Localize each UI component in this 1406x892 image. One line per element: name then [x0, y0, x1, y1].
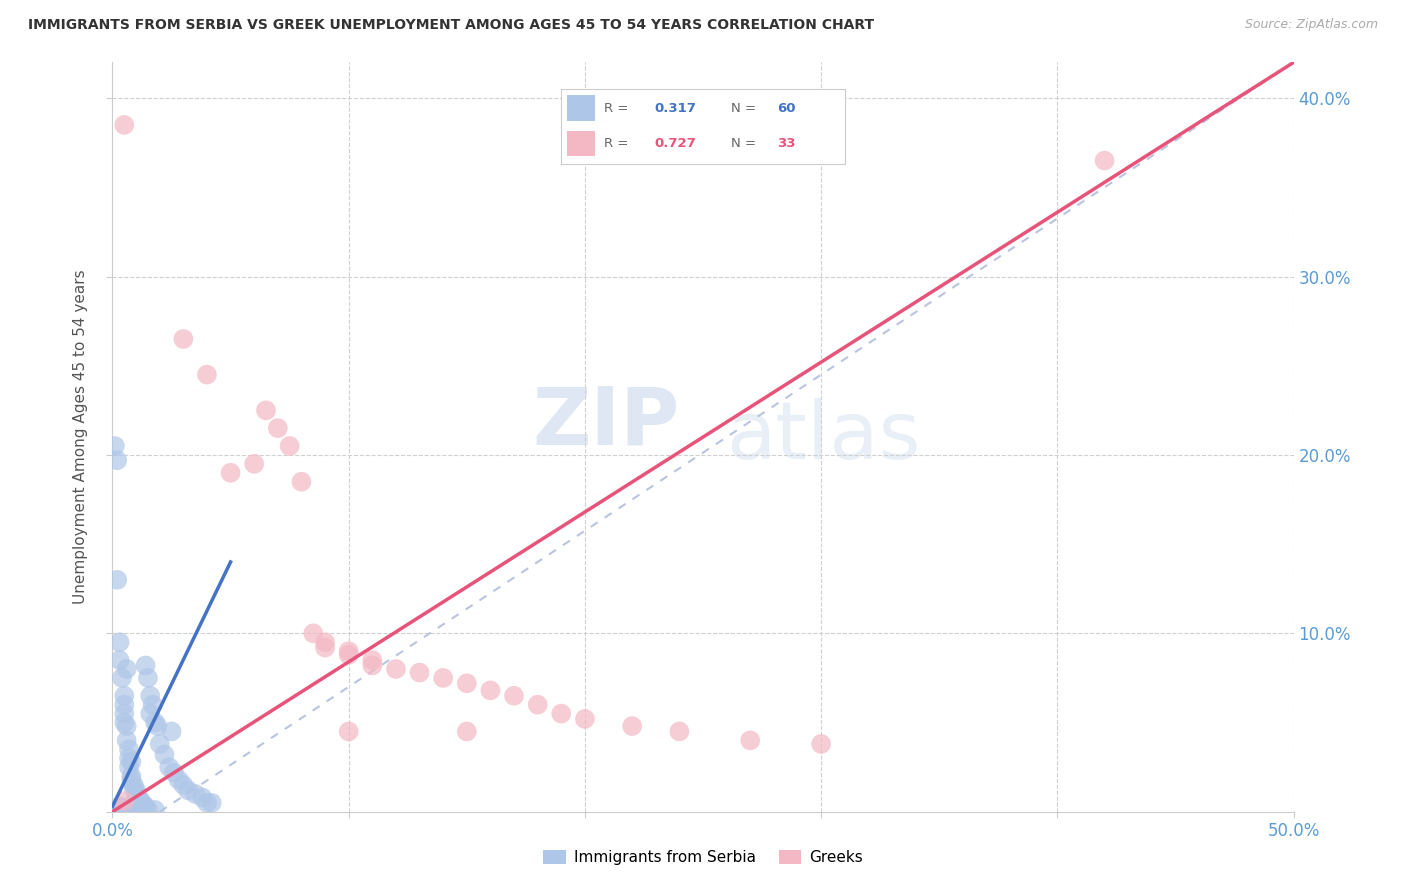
Point: [503, 689, 526, 703]
Point: [125, 783, 148, 797]
Point: [157, 760, 180, 774]
Point: [120, 769, 142, 783]
Text: IMMIGRANTS FROM SERBIA VS GREEK UNEMPLOYMENT AMONG AGES 45 TO 54 YEARS CORRELATI: IMMIGRANTS FROM SERBIA VS GREEK UNEMPLOY…: [28, 18, 875, 32]
Point: [108, 653, 131, 667]
Point: [118, 801, 141, 815]
Point: [108, 635, 131, 649]
Point: [550, 706, 572, 721]
Point: [337, 724, 360, 739]
Point: [115, 801, 138, 815]
Point: [112, 794, 135, 808]
Point: [219, 466, 242, 480]
Point: [337, 648, 360, 662]
Point: [129, 794, 152, 808]
Point: [172, 778, 194, 792]
Point: [118, 742, 141, 756]
Point: [337, 644, 360, 658]
Point: [314, 640, 336, 655]
Point: [149, 737, 172, 751]
Point: [125, 803, 148, 817]
Point: [302, 626, 325, 640]
Y-axis label: Unemployment Among Ages 45 to 54 years: Unemployment Among Ages 45 to 54 years: [73, 269, 89, 605]
Point: [146, 719, 169, 733]
Point: [139, 689, 162, 703]
Point: [118, 751, 141, 765]
Point: [120, 801, 142, 815]
Point: [361, 653, 384, 667]
Point: [143, 715, 166, 730]
Point: [177, 783, 200, 797]
Point: [112, 698, 135, 712]
Point: [163, 765, 186, 780]
Point: [143, 803, 166, 817]
Point: [195, 796, 218, 810]
Point: [408, 665, 430, 680]
Point: [139, 706, 162, 721]
Point: [129, 803, 152, 817]
Point: [115, 719, 138, 733]
Point: [122, 803, 145, 817]
Point: [125, 787, 148, 801]
Point: [115, 662, 138, 676]
Point: [172, 332, 194, 346]
Point: [108, 799, 131, 814]
Point: [385, 662, 408, 676]
Point: [201, 796, 224, 810]
Point: [621, 719, 644, 733]
Point: [129, 797, 152, 812]
Point: [361, 658, 384, 673]
Point: [290, 475, 312, 489]
Point: [526, 698, 548, 712]
Point: [456, 724, 478, 739]
Point: [127, 790, 149, 805]
Point: [135, 799, 157, 814]
Legend: Immigrants from Serbia, Greeks: Immigrants from Serbia, Greeks: [537, 844, 869, 871]
Point: [111, 801, 134, 815]
Point: [104, 439, 127, 453]
Point: [120, 755, 142, 769]
Point: [195, 368, 218, 382]
Point: [184, 787, 207, 801]
Point: [136, 671, 159, 685]
Text: Source: ZipAtlas.com: Source: ZipAtlas.com: [1244, 18, 1378, 31]
Point: [122, 781, 145, 796]
Point: [142, 698, 165, 712]
Point: [112, 715, 135, 730]
Point: [136, 803, 159, 817]
Point: [122, 778, 145, 792]
Point: [267, 421, 290, 435]
Point: [167, 772, 190, 787]
Point: [243, 457, 266, 471]
Point: [115, 733, 138, 747]
Point: [432, 671, 454, 685]
Point: [314, 635, 336, 649]
Point: [810, 737, 832, 751]
Point: [191, 790, 214, 805]
Point: [135, 658, 157, 673]
Point: [132, 799, 155, 814]
Text: ZIP: ZIP: [531, 383, 679, 461]
Point: [160, 724, 183, 739]
Point: [668, 724, 690, 739]
Point: [574, 712, 596, 726]
Point: [111, 671, 134, 685]
Point: [112, 801, 135, 815]
Point: [112, 118, 135, 132]
Point: [105, 453, 128, 467]
Point: [153, 747, 176, 762]
Point: [118, 760, 141, 774]
Point: [278, 439, 301, 453]
Point: [1094, 153, 1116, 168]
Point: [125, 790, 148, 805]
Point: [456, 676, 478, 690]
Point: [120, 772, 142, 787]
Point: [105, 573, 128, 587]
Point: [740, 733, 762, 747]
Text: atlas: atlas: [727, 398, 921, 476]
Point: [112, 706, 135, 721]
Point: [132, 797, 155, 812]
Point: [479, 683, 502, 698]
Point: [254, 403, 277, 417]
Point: [112, 689, 135, 703]
